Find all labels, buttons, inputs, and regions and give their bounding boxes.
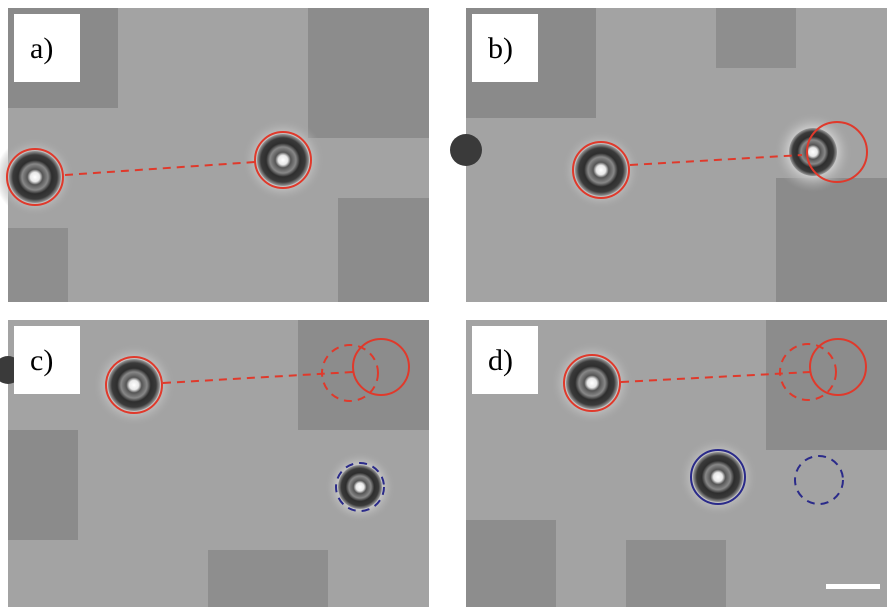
- panel-label: c): [30, 344, 53, 377]
- panel-c: c): [0, 320, 429, 607]
- panel-d: d): [466, 320, 887, 607]
- panel-b: b): [450, 8, 887, 302]
- panel-label: d): [488, 344, 513, 377]
- panel-label: b): [488, 32, 513, 65]
- panel-a: a): [0, 8, 429, 302]
- panel-label: a): [30, 32, 53, 65]
- figure: a) b) c): [0, 0, 895, 609]
